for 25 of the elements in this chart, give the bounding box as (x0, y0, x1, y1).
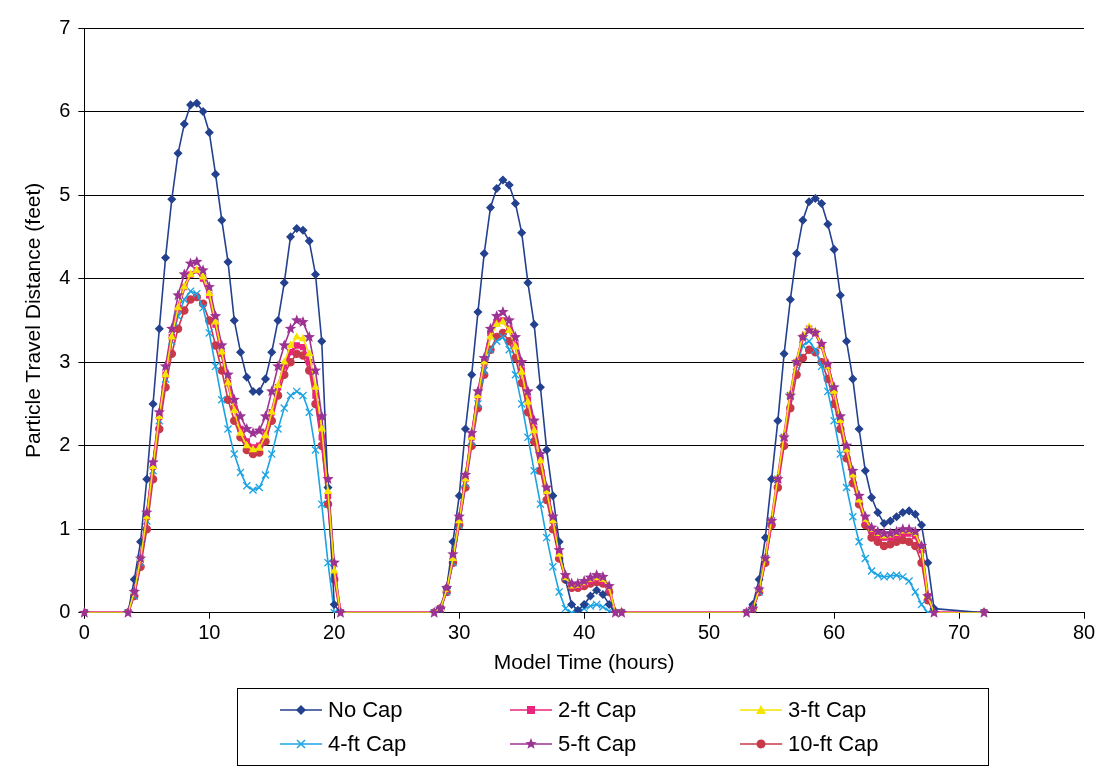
x-axis-title: Model Time (hours) (493, 650, 675, 674)
legend-label: 5-ft Cap (558, 731, 637, 757)
y-tick-label: 5 (59, 182, 71, 205)
x-tick-label: 60 (822, 621, 846, 644)
legend-label: 3-ft Cap (788, 697, 867, 723)
x-tick-label: 20 (323, 621, 346, 644)
x-tick-label: 40 (573, 621, 596, 644)
y-tick-label: 7 (59, 15, 71, 38)
y-tick-label: 3 (59, 349, 71, 372)
x-tick-label: 0 (78, 621, 90, 644)
y-tick-label: 1 (59, 516, 71, 539)
legend-label: 2-ft Cap (558, 697, 637, 723)
x-tick-label: 10 (198, 621, 221, 644)
x-tick-label: 50 (698, 621, 721, 644)
y-axis-title: Particle Travel Distance (feet) (21, 182, 45, 459)
y-tick-label: 2 (59, 433, 71, 456)
y-tick-label: 4 (59, 266, 71, 289)
x-tick-label: 30 (448, 621, 471, 644)
x-tick-label: 70 (947, 621, 971, 644)
y-tick-label: 6 (59, 99, 71, 122)
legend-label: 10-ft Cap (788, 731, 879, 757)
y-tick-label: 0 (59, 600, 71, 623)
x-tick-label: 80 (1072, 621, 1096, 644)
legend-label: No Cap (328, 697, 403, 723)
legend-label: 4-ft Cap (328, 731, 407, 757)
